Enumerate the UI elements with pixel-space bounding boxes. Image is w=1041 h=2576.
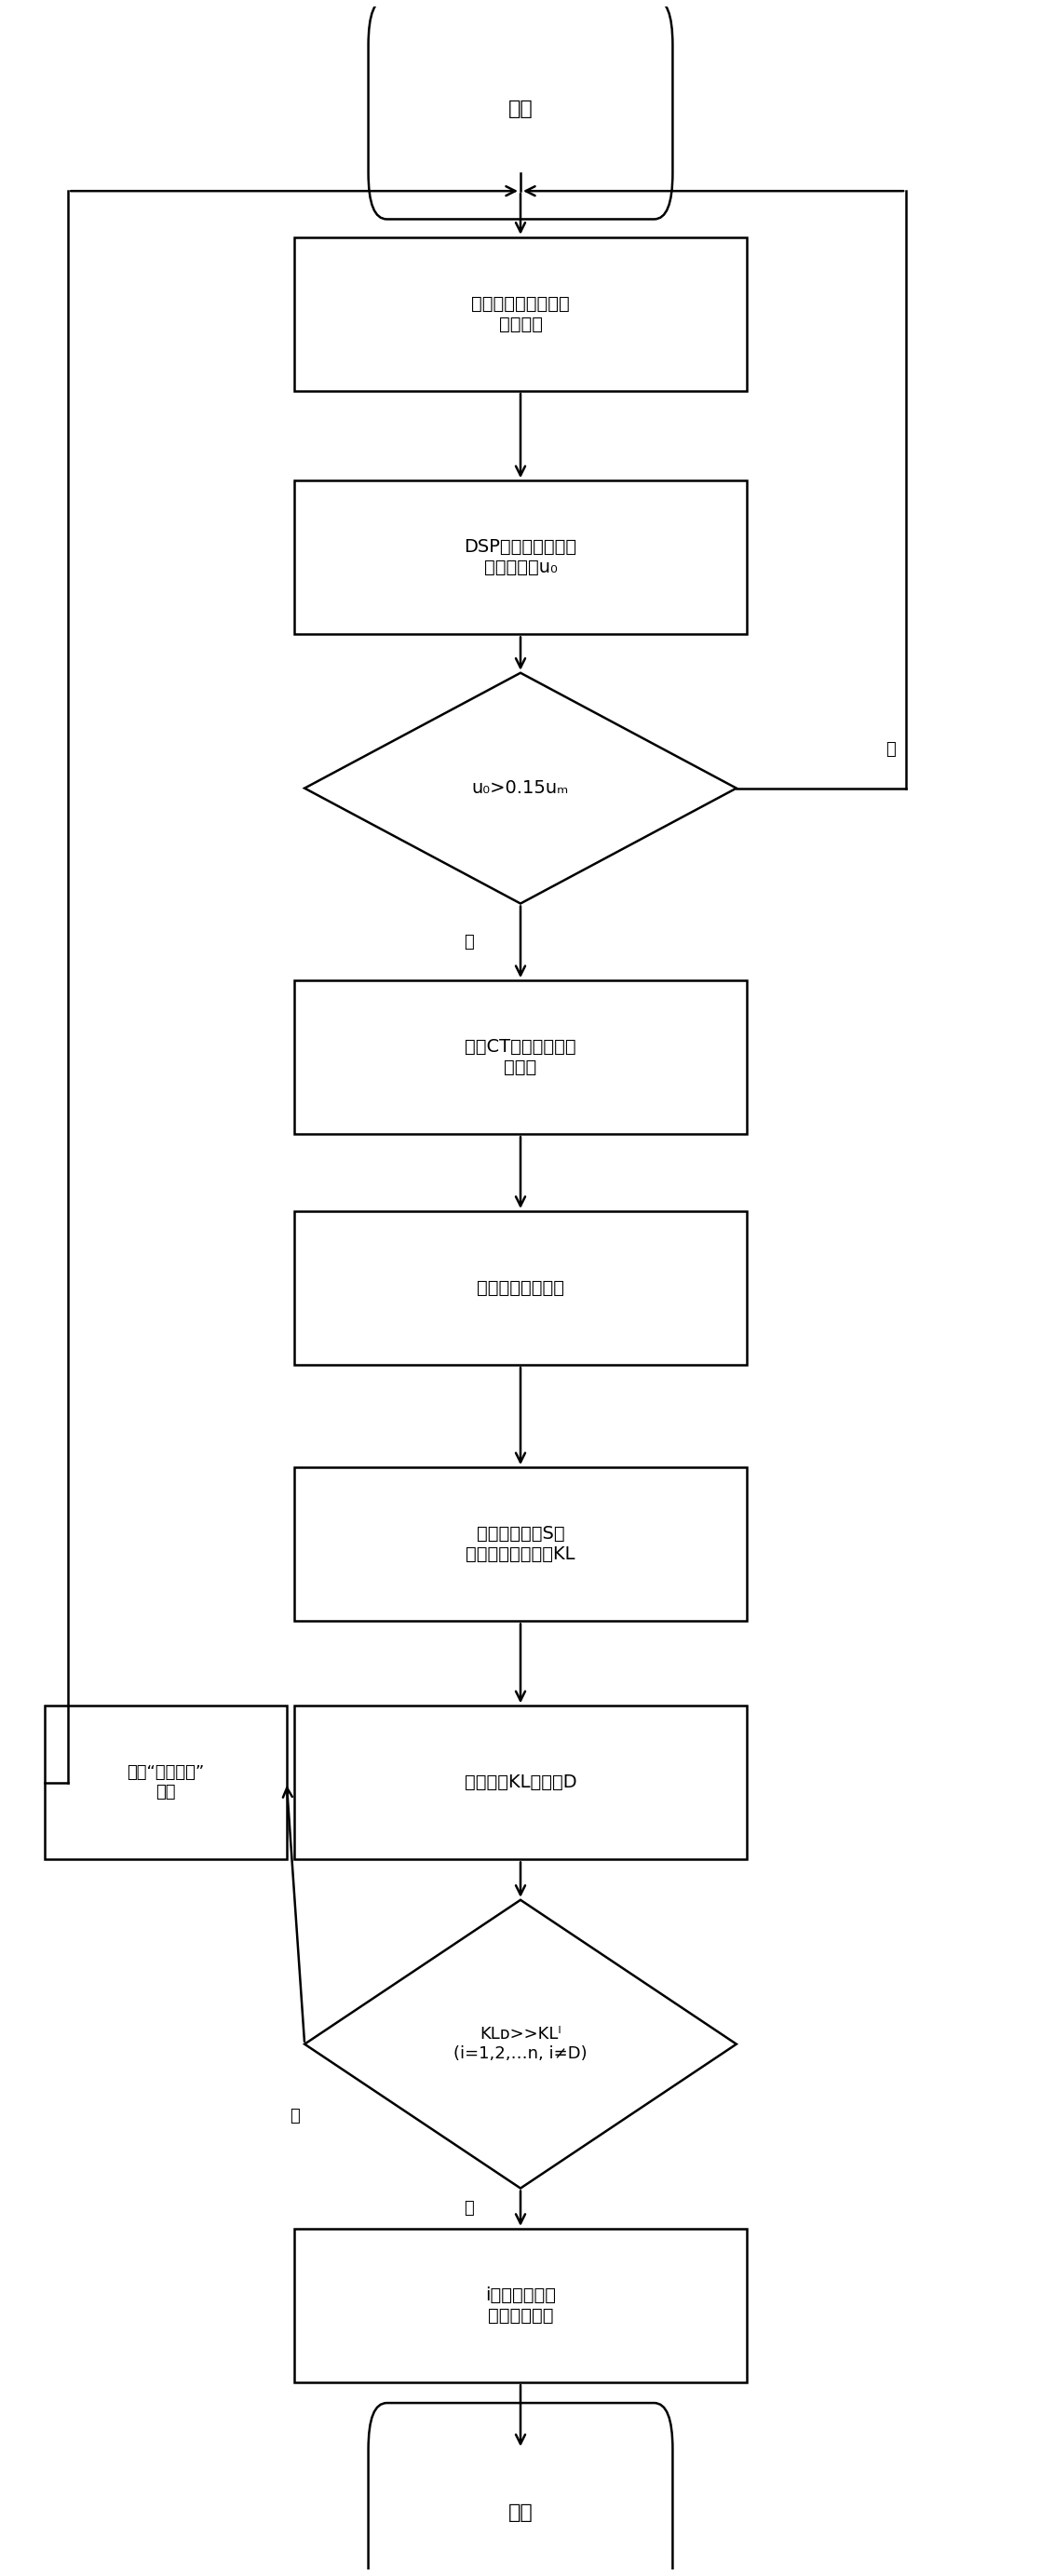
Text: 进行离散正交S变
换，计算信息散度KL: 进行离散正交S变 换，计算信息散度KL [465, 1525, 576, 1564]
Text: u₀>0.15uₘ: u₀>0.15uₘ [472, 781, 569, 796]
Text: 开始: 开始 [508, 100, 533, 118]
Text: 结束: 结束 [508, 2504, 533, 2522]
Bar [45, 1705, 286, 1860]
Bar [295, 1468, 746, 1620]
Bar [295, 1211, 746, 1365]
Bar [295, 981, 746, 1133]
Bar [295, 2228, 746, 2383]
Text: 电压采集模块采集各
馈线电压: 电压采集模块采集各 馈线电压 [472, 294, 569, 332]
Polygon shape [305, 672, 736, 904]
Bar [295, 1705, 746, 1860]
Text: 否: 否 [886, 742, 895, 757]
Bar [295, 237, 746, 392]
Text: KLᴅ>>KLᴵ
(i=1,2,…n, i≠D): KLᴅ>>KLᴵ (i=1,2,…n, i≠D) [454, 2027, 587, 2063]
FancyBboxPatch shape [369, 2403, 672, 2576]
Text: 选出最大KL的线路D: 选出最大KL的线路D [464, 1775, 577, 1790]
Text: 发出“疑似故障”
通知: 发出“疑似故障” 通知 [127, 1765, 205, 1801]
Text: 零序CT采集各馈线零
序电流: 零序CT采集各馈线零 序电流 [465, 1038, 576, 1077]
Text: 是: 是 [464, 933, 474, 951]
Text: DSP模块相模变换获
取零模电压u₀: DSP模块相模变换获 取零模电压u₀ [464, 538, 577, 577]
Bar [295, 482, 746, 634]
FancyBboxPatch shape [369, 0, 672, 219]
Text: 否: 否 [289, 2107, 300, 2125]
Text: 数据上传至上位机: 数据上传至上位机 [477, 1280, 564, 1296]
Polygon shape [305, 1901, 736, 2187]
Text: i为故障线路，
通知工作人员: i为故障线路， 通知工作人员 [485, 2287, 556, 2324]
Text: 是: 是 [464, 2200, 474, 2218]
